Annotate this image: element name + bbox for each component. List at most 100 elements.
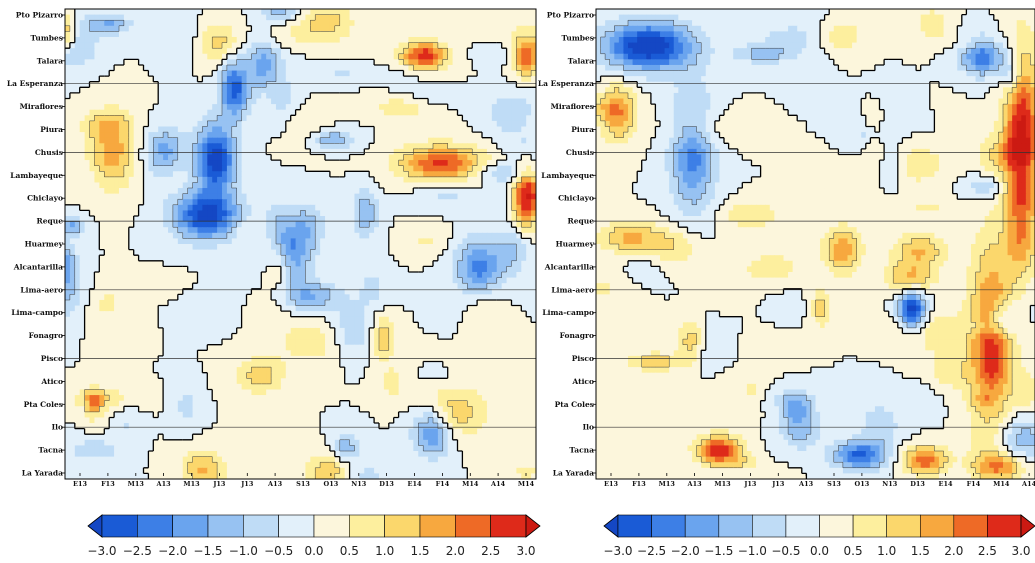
heatmap-cell — [364, 42, 370, 49]
heatmap-cell — [207, 92, 213, 100]
heatmap-cell — [266, 227, 272, 234]
heatmap-cell — [310, 154, 316, 161]
heatmap-cell — [506, 283, 513, 290]
heatmap-cell — [526, 115, 532, 122]
heatmap-cell — [290, 98, 297, 105]
heatmap-cell — [310, 165, 316, 172]
heatmap-cell — [437, 193, 444, 200]
heatmap-cell — [447, 64, 454, 72]
heatmap-cell — [118, 143, 125, 150]
heatmap-cell — [521, 238, 527, 245]
heatmap-cell — [182, 98, 189, 105]
heatmap-cell — [251, 204, 257, 212]
heatmap-cell — [305, 244, 311, 251]
heatmap-cell — [295, 104, 302, 111]
heatmap-cell — [354, 288, 360, 295]
heatmap-cell — [138, 221, 145, 228]
heatmap-cell — [349, 277, 356, 284]
heatmap-cell — [99, 182, 105, 189]
heatmap-cell — [158, 148, 164, 156]
heatmap-cell — [172, 255, 179, 262]
heatmap-cell — [486, 288, 493, 295]
heatmap-cell — [398, 87, 405, 94]
heatmap-cell — [501, 244, 508, 251]
heatmap-cell — [526, 249, 532, 256]
heatmap-cell — [472, 204, 478, 212]
heatmap-cell — [177, 216, 184, 223]
heatmap-cell — [197, 294, 203, 301]
heatmap-cell — [138, 98, 145, 105]
heatmap-cell — [138, 283, 145, 290]
heatmap-cell — [344, 120, 351, 128]
heatmap-cell — [261, 210, 267, 217]
heatmap-cell — [339, 20, 346, 27]
heatmap-cell — [295, 20, 302, 27]
heatmap-cell — [379, 227, 385, 234]
heatmap-cell — [398, 53, 405, 60]
heatmap-cell — [374, 137, 380, 144]
heatmap-cell — [437, 221, 444, 228]
heatmap-cell — [506, 42, 513, 49]
heatmap-cell — [177, 204, 184, 212]
heatmap-cell — [452, 148, 459, 156]
heatmap-cell — [212, 76, 218, 83]
heatmap-cell — [398, 132, 405, 139]
heatmap-cell — [128, 294, 135, 301]
heatmap-cell — [182, 42, 189, 49]
heatmap-cell — [383, 143, 390, 150]
heatmap-cell — [123, 36, 130, 44]
heatmap-cell — [437, 126, 444, 133]
heatmap-cell — [462, 14, 468, 21]
heatmap-cell — [123, 277, 130, 284]
heatmap-cell — [65, 271, 71, 279]
heatmap-cell — [403, 143, 410, 150]
heatmap-cell — [118, 115, 125, 122]
heatmap-cell — [207, 160, 213, 167]
heatmap-cell — [496, 216, 503, 223]
heatmap-cell — [84, 271, 91, 279]
heatmap-cell — [128, 132, 135, 139]
heatmap-cell — [413, 76, 419, 83]
heatmap-cell — [94, 36, 100, 44]
heatmap-cell — [148, 182, 154, 189]
heatmap-cell — [521, 115, 527, 122]
heatmap-cell — [128, 193, 135, 200]
heatmap-cell — [491, 59, 498, 66]
heatmap-cell — [369, 104, 375, 111]
heatmap-cell — [354, 64, 360, 72]
heatmap-cell — [398, 227, 405, 234]
heatmap-cell — [364, 14, 370, 21]
heatmap-cell — [280, 294, 287, 301]
heatmap-cell — [526, 165, 532, 172]
heatmap-cell — [447, 42, 454, 49]
heatmap-cell — [501, 115, 508, 122]
heatmap-cell — [207, 294, 213, 301]
heatmap-cell — [320, 109, 326, 116]
heatmap-cell — [285, 14, 292, 21]
heatmap-cell — [354, 92, 360, 100]
heatmap-cell — [271, 64, 277, 72]
heatmap-cell — [222, 255, 228, 262]
heatmap-cell — [437, 249, 444, 256]
heatmap-cell — [69, 232, 76, 240]
heatmap-cell — [491, 188, 498, 195]
heatmap-cell — [118, 76, 125, 83]
heatmap-cell — [163, 221, 169, 228]
heatmap-cell — [491, 115, 498, 122]
heatmap-cell — [148, 115, 154, 122]
heatmap-cell — [187, 9, 194, 16]
heatmap-cell — [329, 154, 336, 161]
heatmap-cell — [329, 48, 336, 55]
heatmap-cell — [290, 221, 297, 228]
heatmap-cell — [334, 70, 341, 77]
heatmap-cell — [153, 221, 159, 228]
heatmap-cell — [197, 244, 203, 251]
heatmap-cell — [251, 182, 257, 189]
heatmap-cell — [290, 210, 297, 217]
heatmap-cell — [359, 244, 365, 251]
heatmap-cell — [437, 188, 444, 195]
heatmap-cell — [344, 266, 351, 273]
heatmap-cell — [231, 227, 238, 234]
heatmap-cell — [275, 260, 282, 267]
heatmap-cell — [69, 216, 76, 223]
